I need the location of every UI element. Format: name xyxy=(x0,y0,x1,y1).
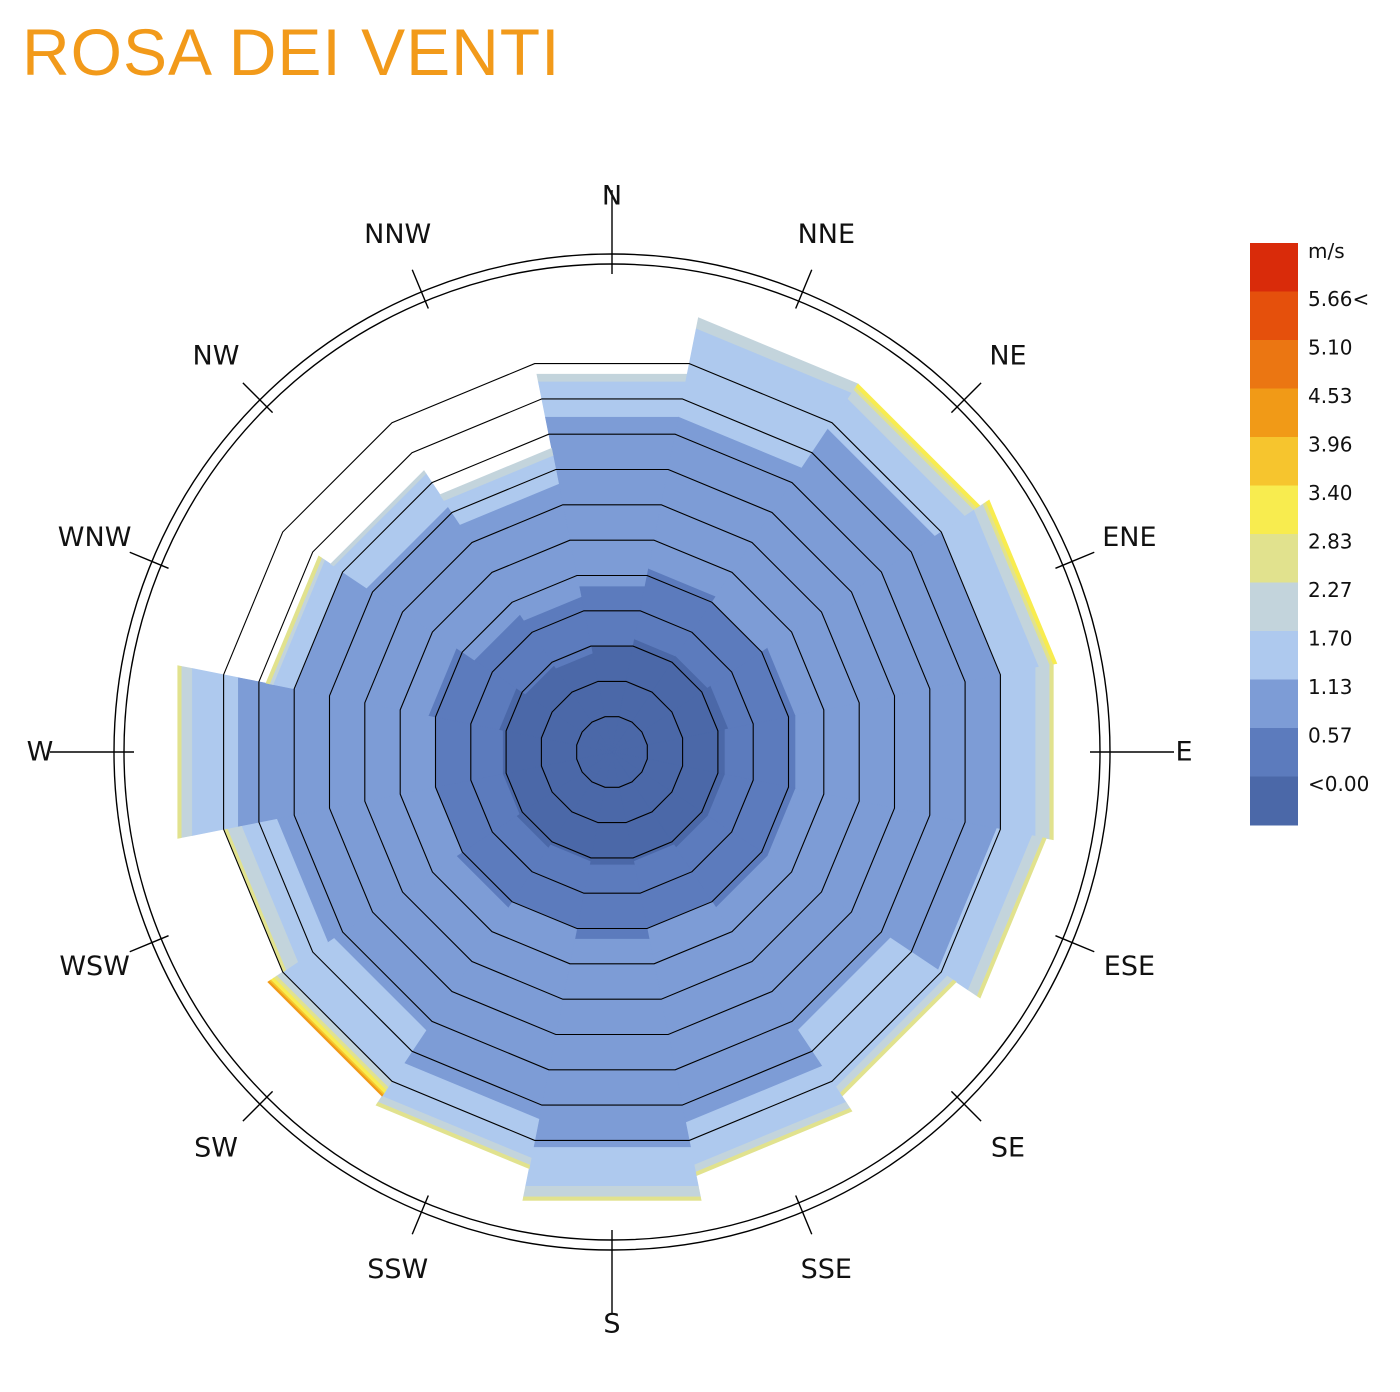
legend-label-0-57: 0.57 xyxy=(1308,724,1353,748)
chart-title: ROSA DEI VENTI xyxy=(22,15,561,89)
tick-nnw xyxy=(411,269,429,309)
label-ne: NE xyxy=(989,341,1026,372)
legend-swatch-11 xyxy=(1250,776,1298,826)
legend-label-2-83: 2.83 xyxy=(1308,530,1353,554)
bar-e-3 xyxy=(1000,667,1036,837)
legend-label-3-40: 3.40 xyxy=(1308,481,1353,505)
legend-swatch-5 xyxy=(1250,485,1298,535)
label-ssw: SSW xyxy=(367,1254,428,1285)
legend-label-0-00: <0.00 xyxy=(1308,772,1369,796)
tick-ssw xyxy=(411,1195,429,1235)
legend-label-3-96: 3.96 xyxy=(1308,433,1353,457)
grid-ring-3 xyxy=(505,645,719,859)
bar-wnw-5 xyxy=(265,555,323,685)
legend-swatch-2 xyxy=(1250,340,1298,389)
frequency-grid xyxy=(223,363,1001,1141)
bar-e-4 xyxy=(1035,664,1051,840)
compass-frame xyxy=(50,190,1174,1314)
grid-ring-4 xyxy=(470,610,754,894)
tick-nne xyxy=(795,269,813,309)
bar-ese-5 xyxy=(976,837,1047,999)
tick-ne xyxy=(950,382,982,414)
label-sw: SW xyxy=(194,1133,238,1164)
tick-nw xyxy=(242,382,274,414)
label-ese: ESE xyxy=(1104,951,1155,982)
legend-swatch-0 xyxy=(1250,243,1298,292)
tick-wsw xyxy=(129,935,169,953)
bar-e-5 xyxy=(1049,663,1054,841)
grid-ring-9 xyxy=(293,433,931,1071)
grid-ring-11 xyxy=(223,363,1001,1141)
legend-swatch-10 xyxy=(1250,728,1298,777)
label-nne: NNE xyxy=(798,219,855,250)
legend-label-2-27: 2.27 xyxy=(1308,578,1353,602)
bar-ene-6 xyxy=(985,499,1058,665)
legend-swatch-7 xyxy=(1250,582,1298,632)
direction-labels: N NNE NE ENE E ESE SE SSE S SSW SW WSW W WNW NW NNW xyxy=(27,181,1193,1340)
label-ene: ENE xyxy=(1102,522,1156,553)
tick-sw xyxy=(242,1090,274,1122)
bar-sw-8 xyxy=(267,980,384,1097)
legend-label-4-53: 4.53 xyxy=(1308,384,1353,408)
legend-swatch-8 xyxy=(1250,631,1298,680)
grid-ring-10 xyxy=(258,398,966,1106)
label-e: E xyxy=(1175,737,1192,768)
tick-sse xyxy=(795,1195,813,1235)
bar-n-4 xyxy=(536,373,688,382)
label-sse: SSE xyxy=(801,1254,852,1285)
legend-label-5-66: 5.66< xyxy=(1308,287,1369,311)
wind-rose-bars xyxy=(177,317,1058,1201)
bar-ssw-5 xyxy=(375,1101,531,1170)
label-n: N xyxy=(602,181,622,212)
legend-label-1-70: 1.70 xyxy=(1308,627,1353,651)
bar-w-5 xyxy=(177,665,182,839)
label-w: W xyxy=(27,737,54,768)
legend-swatch-1 xyxy=(1250,291,1298,341)
grid-ring-7 xyxy=(364,504,860,1000)
tick-ese xyxy=(1055,935,1095,953)
bar-s-5 xyxy=(522,1196,702,1201)
label-s: S xyxy=(603,1309,620,1340)
legend-swatch-9 xyxy=(1250,679,1298,729)
bar-nw-4 xyxy=(330,470,427,567)
legend-swatch-4 xyxy=(1250,437,1298,486)
legend-label-5-10: 5.10 xyxy=(1308,336,1353,360)
tick-se xyxy=(950,1090,982,1122)
bar-s-4 xyxy=(523,1185,701,1198)
label-se: SE xyxy=(991,1133,1025,1164)
bar-nnw-4 xyxy=(439,447,554,501)
legend-unit: m/s xyxy=(1308,239,1345,263)
bar-w-3 xyxy=(191,668,239,836)
grid-ring-2 xyxy=(540,680,684,824)
grid-ring-5 xyxy=(434,574,790,930)
label-wsw: WSW xyxy=(59,951,130,982)
label-nnw: NNW xyxy=(364,219,431,250)
legend-label-1-13: 1.13 xyxy=(1308,675,1353,699)
legend-swatch-6 xyxy=(1250,534,1298,583)
legend-swatch-3 xyxy=(1250,388,1298,438)
tick-wnw xyxy=(129,551,169,569)
bar-w-4 xyxy=(180,665,193,839)
bar-s-3 xyxy=(525,1147,699,1187)
speed-legend: m/s 5.66< 5.10 4.53 3.96 3.40 2.83 2.27 1.70 1.13… xyxy=(1250,239,1369,826)
label-nw: NW xyxy=(193,341,240,372)
grid-ring-6 xyxy=(399,539,825,965)
grid-ring-1 xyxy=(576,716,648,788)
label-wnw: WNW xyxy=(58,522,132,553)
grid-ring-8 xyxy=(328,468,896,1036)
tick-ene xyxy=(1055,551,1095,569)
